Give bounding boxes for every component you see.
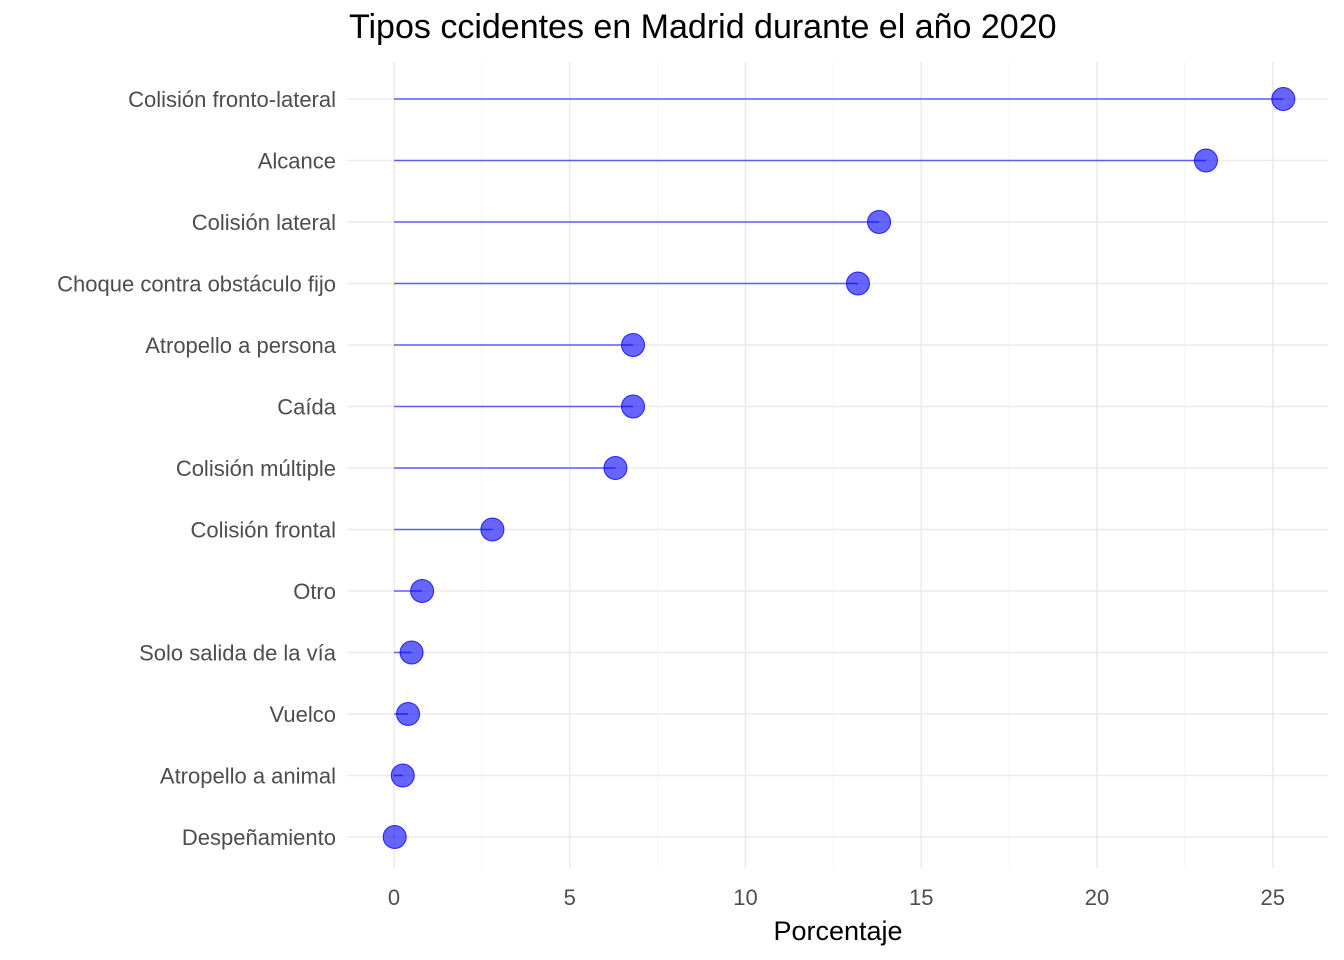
lollipop-point bbox=[867, 210, 892, 234]
lollipop-point bbox=[1193, 148, 1218, 173]
lollipop-point bbox=[396, 702, 421, 726]
lollipop-point bbox=[621, 333, 646, 357]
x-tick-label: 15 bbox=[909, 885, 933, 910]
y-axis-labels: Colisión fronto-lateral Alcance Colisión l… bbox=[57, 87, 337, 850]
y-tick-label: Colisión frontal bbox=[190, 518, 336, 543]
x-tick-label: 20 bbox=[1085, 885, 1109, 910]
lollipop-point bbox=[603, 456, 628, 480]
x-tick-label: 10 bbox=[733, 885, 757, 910]
y-tick-label: Colisión múltiple bbox=[176, 456, 336, 481]
y-tick-label: Atropello a persona bbox=[145, 333, 337, 358]
lollipop-point bbox=[399, 640, 424, 665]
y-tick-label: Caída bbox=[277, 395, 336, 420]
y-tick-label: Atropello a animal bbox=[160, 764, 336, 789]
x-axis-tick-labels: 0 5 10 15 20 25 bbox=[388, 885, 1285, 910]
y-tick-label: Alcance bbox=[258, 149, 336, 174]
lollipop-point bbox=[845, 271, 870, 296]
y-tick-label: Otro bbox=[293, 579, 336, 604]
lollipop-point bbox=[410, 579, 435, 603]
grid-lines bbox=[347, 62, 1328, 868]
y-tick-label: Vuelco bbox=[270, 702, 336, 727]
lollipop-point bbox=[1271, 87, 1296, 111]
x-tick-label: 5 bbox=[564, 885, 576, 910]
y-tick-label: Despeñamiento bbox=[182, 825, 336, 850]
chart-title: Tipos ccidentes en Madrid durante el año… bbox=[349, 8, 1057, 46]
y-tick-label: Colisión fronto-lateral bbox=[128, 87, 336, 112]
lollipop-point bbox=[382, 825, 407, 849]
y-tick-label: Solo salida de la vía bbox=[139, 641, 337, 666]
x-tick-label: 0 bbox=[388, 885, 400, 910]
y-tick-label: Choque contra obstáculo fijo bbox=[57, 272, 336, 297]
x-tick-label: 25 bbox=[1261, 885, 1285, 910]
x-axis-title: Porcentaje bbox=[773, 916, 902, 946]
lollipop-point bbox=[480, 517, 505, 542]
y-tick-label: Colisión lateral bbox=[192, 210, 336, 235]
lollipop-point bbox=[621, 394, 646, 419]
lollipop-point bbox=[390, 763, 415, 788]
lollipop-dots bbox=[382, 87, 1296, 849]
lollipop-stems bbox=[394, 98, 1284, 838]
